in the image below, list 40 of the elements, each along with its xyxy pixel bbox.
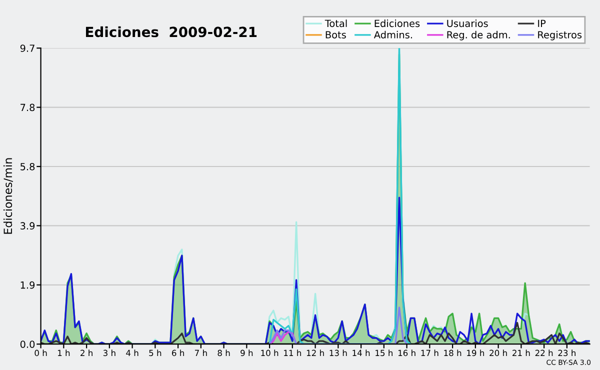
x-tick-label: 18 h <box>444 350 462 356</box>
x-tick-label: 12 h <box>306 350 324 356</box>
y-tick-label: 9.7 <box>20 44 34 52</box>
legend-label: IP <box>538 20 546 27</box>
y-tick-label: 0.0 <box>20 340 35 348</box>
x-tick-label: 2 h <box>80 350 92 356</box>
x-tick-label: 17 h <box>421 350 438 356</box>
x-tick-label: 20 h <box>490 350 507 356</box>
x-tick-label: 6 h <box>172 350 184 356</box>
x-tick-label: 8 h <box>218 350 230 356</box>
legend-label: Total <box>324 20 347 28</box>
x-tick-label: 9 h <box>240 350 253 356</box>
x-tick-label: 22 h <box>535 350 553 356</box>
x-tick-label: 7 h <box>194 350 207 356</box>
x-tick-label: 14 h <box>352 350 370 356</box>
x-tick-label: 3 h <box>103 350 116 356</box>
x-tick-label: 4 h <box>126 350 138 356</box>
x-tick-label: 21 h <box>512 350 530 356</box>
legend-label: Ediciones <box>374 20 420 28</box>
x-tick-label: 19 h <box>467 350 484 356</box>
x-tick-label: 15 h <box>376 350 392 356</box>
x-tick-label: 23 h <box>558 350 576 356</box>
x-tick-label: 11 h <box>284 350 301 356</box>
legend-label: Admins. <box>374 30 412 38</box>
x-tick-label: 13 h <box>330 350 347 356</box>
chart-title: Ediciones 2009-02-21 <box>86 26 257 38</box>
legend-label: Reg. de adm. <box>447 30 510 40</box>
legend-label: Bots <box>326 31 346 38</box>
x-tick-label: 16 h <box>398 350 416 356</box>
legend-label: Registros <box>538 30 582 40</box>
x-tick-label: 1 h <box>58 350 70 356</box>
y-tick-label: 3.9 <box>20 222 35 230</box>
y-tick-label: 5.8 <box>20 162 35 170</box>
y-tick-label: 1.9 <box>20 281 35 289</box>
x-tick-label: 0 h <box>34 350 47 356</box>
x-tick-label: 5 h <box>149 350 162 356</box>
y-tick-label: 7.8 <box>20 104 35 112</box>
x-tick-label: 10 h <box>261 350 278 356</box>
legend-label: Usuarios <box>447 20 488 28</box>
y-axis-title: Ediciones/min <box>3 158 13 234</box>
